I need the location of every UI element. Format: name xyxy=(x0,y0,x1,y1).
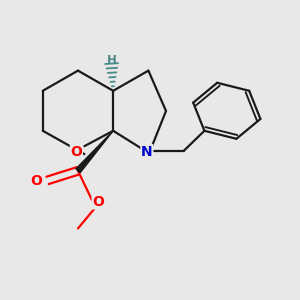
Text: O: O xyxy=(30,174,42,188)
Text: N: N xyxy=(141,145,153,159)
Text: H: H xyxy=(107,54,116,67)
Polygon shape xyxy=(76,131,113,173)
Text: O: O xyxy=(70,145,82,159)
Text: O: O xyxy=(92,195,104,209)
